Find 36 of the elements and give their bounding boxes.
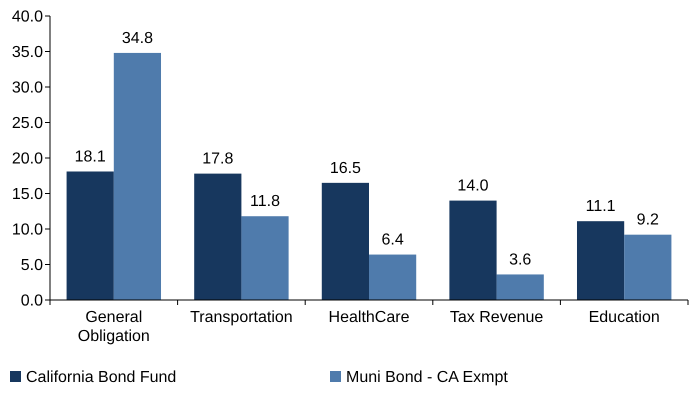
y-tick-label: 0.0	[20, 292, 44, 310]
bar	[322, 182, 369, 300]
bar	[576, 221, 624, 300]
x-tick-label: General Obligation	[78, 309, 150, 345]
x-tick-label: Transportation	[190, 309, 293, 326]
data-label: 17.8	[202, 150, 234, 168]
data-label: 9.2	[636, 212, 660, 229]
bar	[241, 216, 289, 300]
data-label: 11.1	[586, 198, 616, 216]
data-label: 11.8	[250, 193, 280, 210]
y-tick-label: 30.0	[12, 80, 44, 97]
data-label: 18.1	[74, 148, 106, 166]
bar	[66, 171, 114, 300]
bar	[194, 174, 242, 300]
legend-label: Muni Bond - CA Exmpt	[346, 369, 508, 386]
data-label: 3.6	[509, 251, 532, 268]
data-label: 34.8	[122, 30, 154, 47]
data-label: 16.5	[330, 160, 362, 177]
legend-label: California Bond Fund	[26, 369, 176, 386]
bar	[449, 200, 497, 300]
y-tick-label: 40.0	[12, 8, 44, 26]
bar	[114, 52, 162, 300]
bar	[496, 274, 544, 300]
data-label: 6.4	[381, 232, 404, 249]
y-tick-label: 35.0	[12, 44, 44, 62]
y-tick-label: 5.0	[20, 257, 44, 274]
y-tick-label: 20.0	[12, 150, 44, 168]
bar	[369, 254, 416, 300]
data-label: 14.0	[457, 178, 489, 195]
x-tick-label: HealthCare	[328, 309, 410, 326]
y-tick-label: 15.0	[12, 186, 44, 204]
y-tick-label: 25.0	[12, 115, 44, 132]
x-tick-label: Education	[588, 309, 660, 326]
x-tick-label: Tax Revenue	[450, 309, 544, 326]
y-tick-label: 10.0	[12, 222, 44, 239]
bar	[624, 234, 672, 300]
